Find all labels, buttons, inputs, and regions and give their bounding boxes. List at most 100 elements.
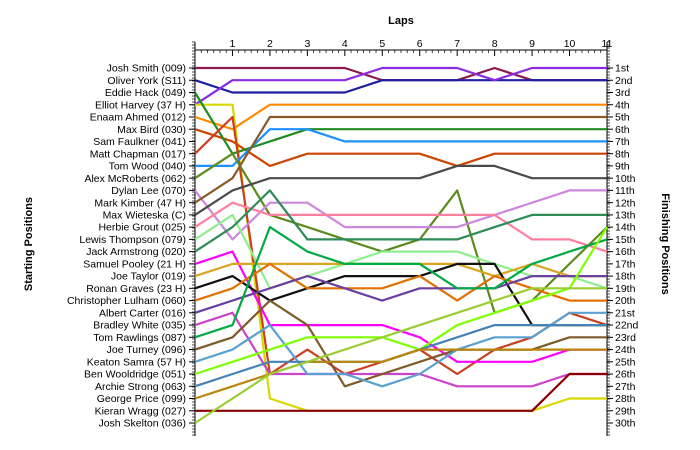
finishing-position-label: 7th: [615, 136, 630, 148]
series-line: [194, 189, 607, 253]
series-line: [194, 189, 607, 241]
finishing-position-label: 9th: [615, 161, 630, 173]
finishing-position-label: 21st: [615, 307, 635, 319]
lap-tick-label: 9: [529, 38, 535, 50]
right-axis-label: Finishing Positions: [659, 193, 671, 294]
finishing-position-label: 19th: [615, 283, 636, 295]
finishing-position-label: 17th: [615, 258, 636, 270]
finishing-position-label: 13th: [615, 209, 636, 221]
starting-position-labels: Josh Smith (009)Oliver York (S11)Eddie H…: [67, 63, 186, 430]
top-axis-label: Laps: [388, 15, 414, 27]
finishing-position-label: 8th: [615, 148, 630, 160]
starting-position-label: Mark Kimber (47 H): [94, 197, 186, 209]
lap-tick-labels: 1 2 3 4 5 6 7 8 9 10 11: [230, 38, 613, 50]
starting-position-label: Kieran Wragg (027): [95, 405, 186, 417]
finishing-position-label: 26th: [615, 369, 636, 381]
finishing-position-label: 15th: [615, 234, 636, 246]
finishing-position-label: 27th: [615, 381, 636, 393]
starting-position-label: Bradley White (035): [93, 320, 186, 332]
finishing-position-label: 29th: [615, 405, 636, 417]
finishing-position-label: 3rd: [615, 87, 630, 99]
lap-tick-label: 10: [564, 38, 576, 50]
finishing-position-label: 16th: [615, 246, 636, 258]
lap-tick-label: 4: [342, 38, 348, 50]
starting-position-label: Tom Rawlings (087): [93, 332, 186, 344]
series-line: [195, 103, 607, 412]
starting-position-label: Sam Faulkner (041): [93, 136, 186, 148]
starting-position-label: Josh Skelton (036): [98, 418, 186, 430]
series-line: [194, 299, 607, 388]
series-line: [194, 226, 608, 339]
starting-position-label: Samuel Pooley (21 H): [83, 258, 186, 270]
series-line: [194, 201, 608, 253]
starting-position-label: Elliot Harvey (37 H): [95, 99, 186, 111]
finishing-position-label: 11th: [615, 185, 635, 197]
starting-position-label: George Price (099): [97, 393, 186, 405]
starting-position-label: Jack Armstrong (020): [86, 246, 186, 258]
starting-position-label: Ben Wooldridge (051): [84, 369, 186, 381]
starting-position-label: Enaam Ahmed (012): [90, 112, 186, 124]
starting-position-label: Max Bird (030): [117, 124, 186, 136]
starting-position-label: Oliver York (S11): [107, 75, 186, 87]
starting-position-label: Christopher Lulham (060): [67, 295, 186, 307]
starting-position-label: Keaton Samra (57 H): [87, 356, 186, 368]
starting-position-label: Eddie Hack (049): [105, 87, 186, 99]
starting-position-label: Dylan Lee (070): [111, 185, 186, 197]
starting-position-label: Archie Strong (063): [95, 381, 186, 393]
axes: [189, 41, 613, 436]
lap-tick-label: 6: [417, 38, 423, 50]
series-line: [194, 79, 607, 94]
finishing-position-label: 12th: [615, 197, 636, 209]
lap-tick-label: 8: [492, 38, 498, 50]
finishing-position-label: 28th: [615, 393, 636, 405]
starting-position-label: Alex McRoberts (062): [84, 173, 186, 185]
starting-position-label: Tom Wood (040): [109, 161, 186, 173]
finishing-position-label: 10th: [615, 173, 636, 185]
series-line: [194, 128, 607, 167]
series-lines: [194, 66, 608, 424]
series-line: [194, 164, 607, 216]
finishing-position-label: 30th: [615, 418, 636, 430]
finishing-position-label: 18th: [615, 271, 636, 283]
series-line: [195, 372, 607, 412]
series-line: [195, 66, 607, 82]
starting-position-label: Herbie Grout (025): [98, 222, 186, 234]
series-line: [194, 152, 608, 314]
left-axis-label: Starting Positions: [23, 197, 35, 291]
lap-tick-label: 11: [602, 38, 613, 50]
lap-tick-label: 2: [267, 38, 273, 50]
finishing-position-label: 20th: [615, 295, 636, 307]
finishing-position-label: 24th: [615, 344, 636, 356]
starting-position-label: Joe Taylor (019): [111, 271, 186, 283]
lap-tick-label: 1: [230, 38, 236, 50]
finishing-position-label: 1st: [615, 63, 629, 75]
lap-tick-label: 5: [379, 38, 385, 50]
finishing-position-labels: 1st2nd3rd4th5th6th7th8th9th10th11th12th1…: [615, 63, 639, 430]
finishing-position-label: 22nd: [615, 320, 639, 332]
series-line: [195, 128, 607, 167]
starting-position-label: Max Wieteska (C): [103, 209, 186, 221]
finishing-position-label: 5th: [615, 112, 630, 124]
series-line: [194, 311, 607, 388]
series-line: [194, 275, 607, 314]
finishing-position-label: 6th: [615, 124, 630, 136]
starting-position-label: Matt Chapman (017): [90, 148, 186, 160]
finishing-position-label: 25th: [615, 356, 636, 368]
starting-position-label: Ronan Graves (23 H): [86, 283, 186, 295]
starting-position-label: Lewis Thompson (079): [79, 234, 186, 246]
series-line: [194, 262, 607, 302]
series-line: [194, 66, 607, 106]
lap-tick-label: 7: [454, 38, 460, 50]
finishing-position-label: 2nd: [615, 75, 633, 87]
lap-tick-label: 3: [304, 38, 310, 50]
series-line: [194, 287, 607, 424]
series-line: [194, 262, 607, 278]
series-line: [194, 226, 608, 376]
series-line: [194, 91, 607, 155]
finishing-position-label: 23rd: [615, 332, 636, 344]
finishing-position-label: 4th: [615, 99, 630, 111]
starting-position-label: Albert Carter (016): [99, 307, 186, 319]
starting-position-label: Joe Turney (096): [107, 344, 186, 356]
series-line: [194, 103, 607, 131]
